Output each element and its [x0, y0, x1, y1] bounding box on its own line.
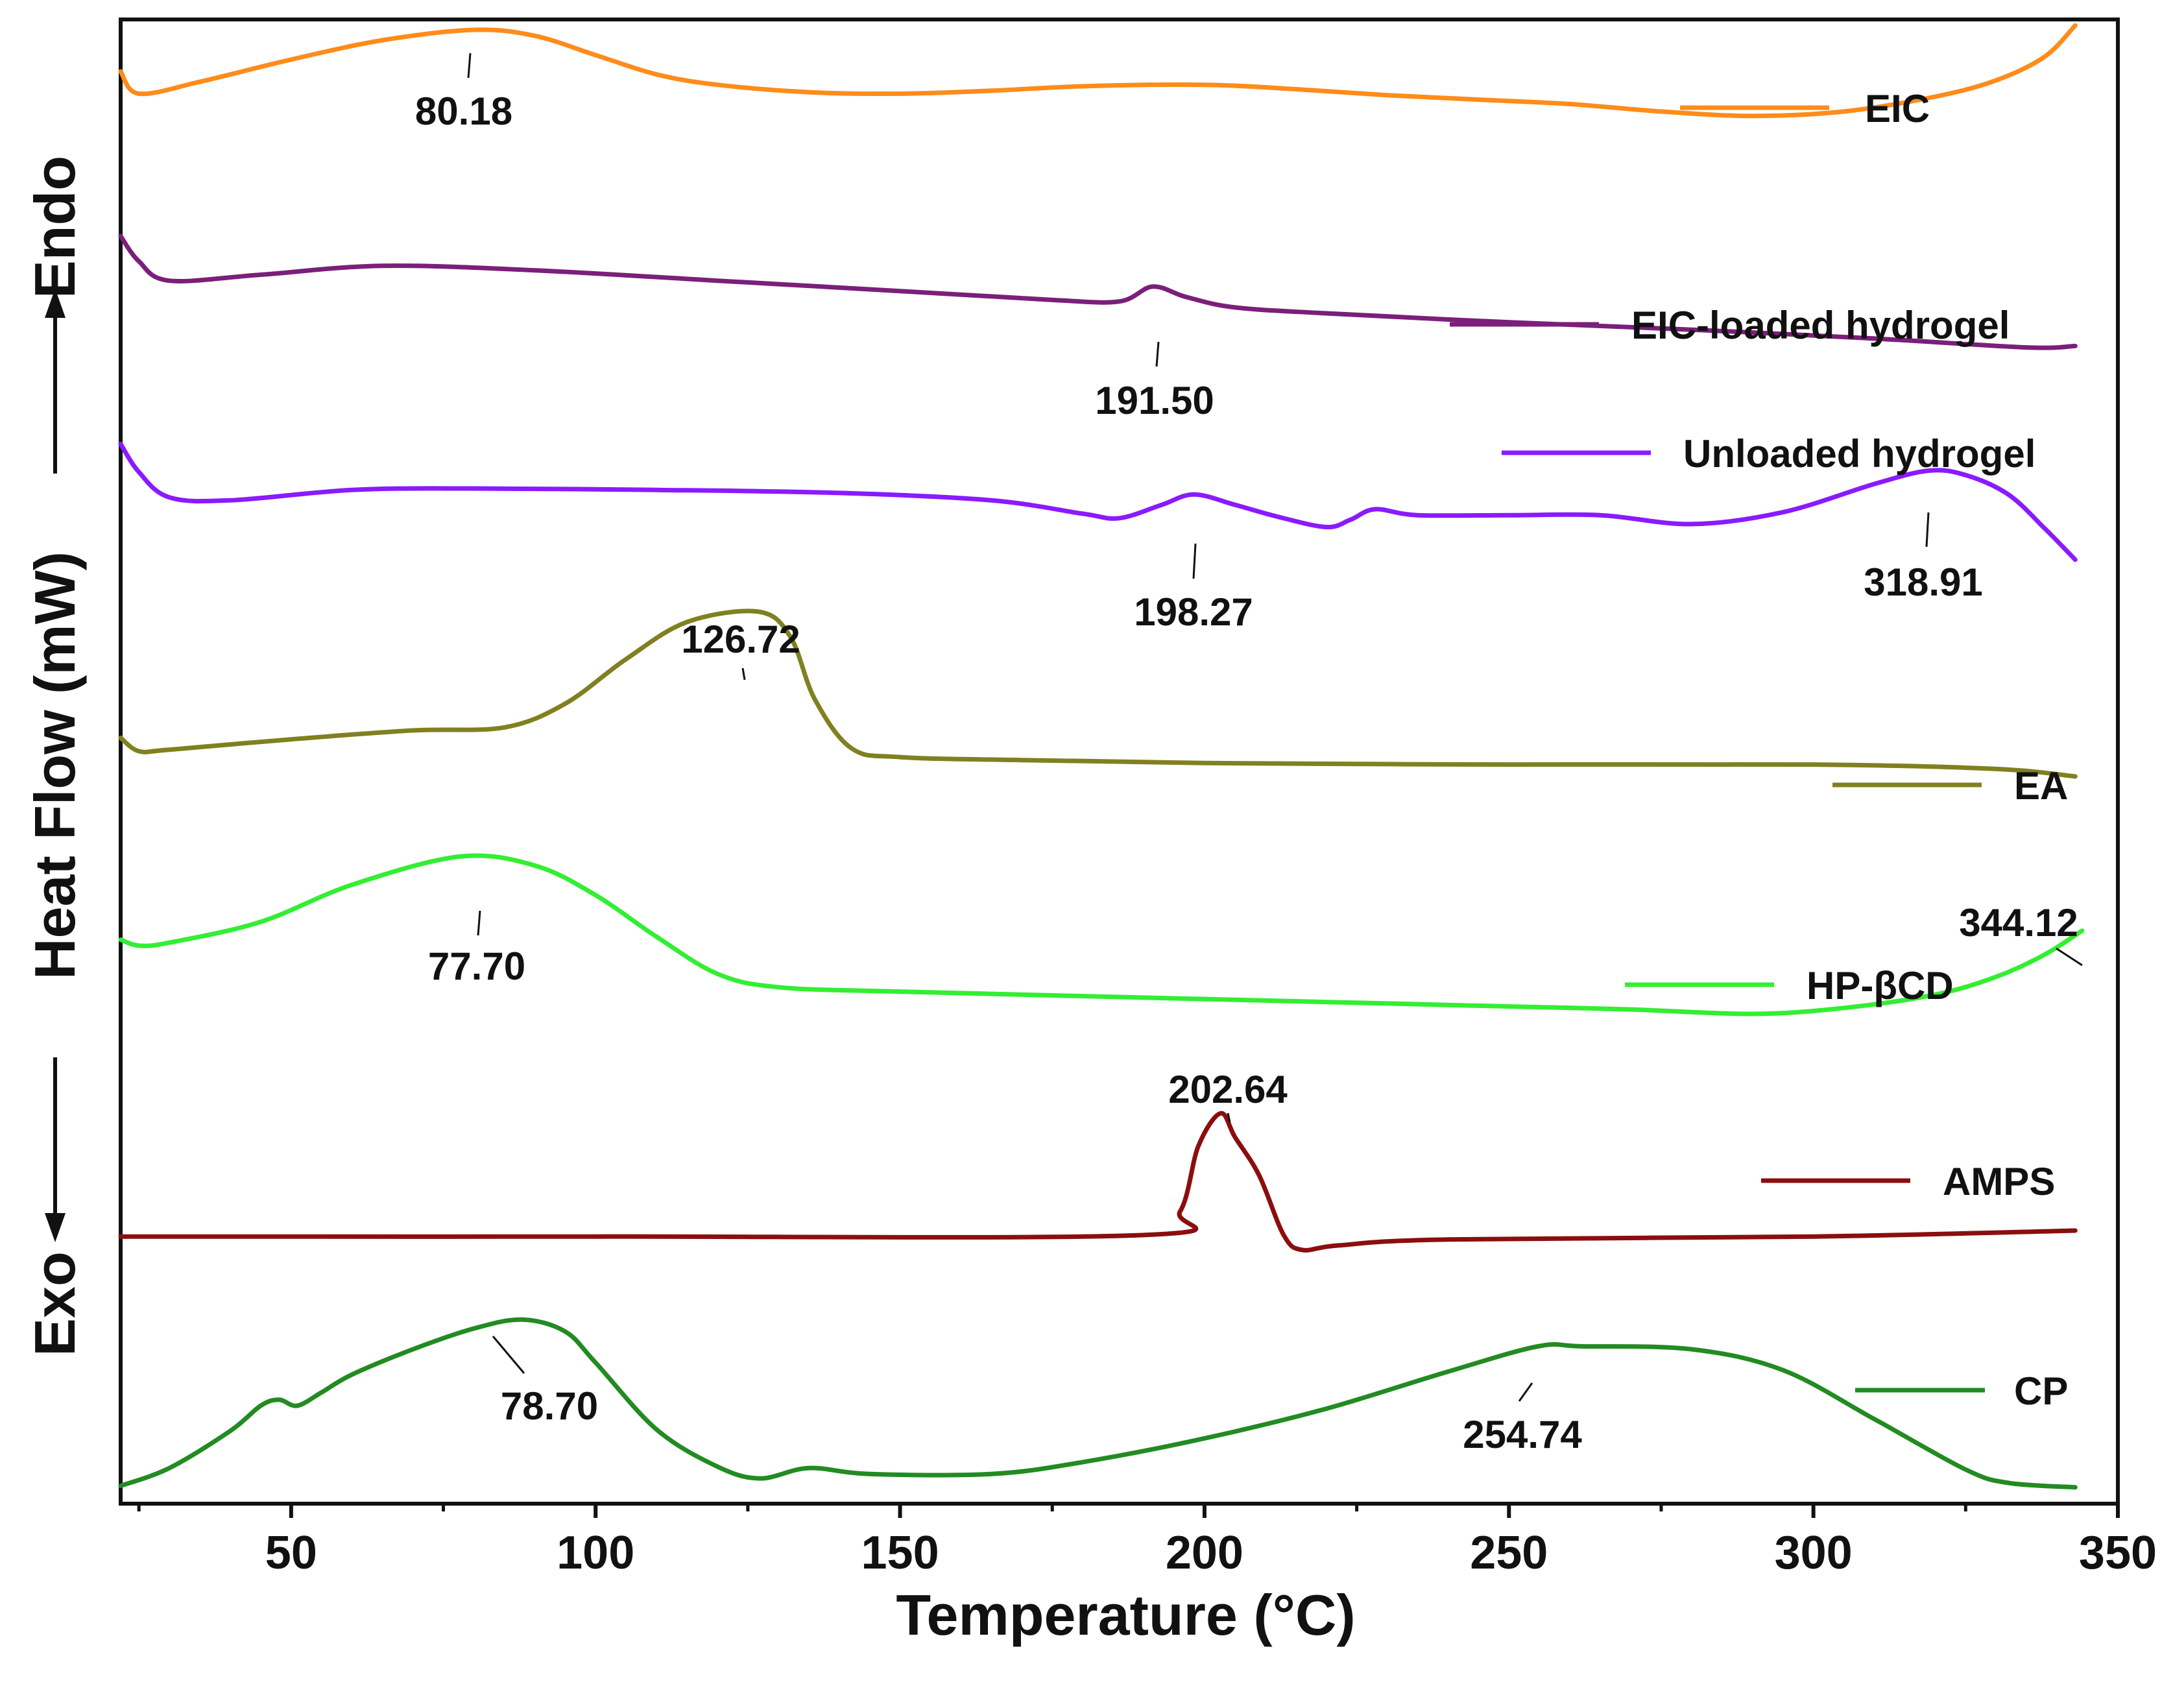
- x-tick-label: 150: [861, 1527, 939, 1579]
- peak-annotation-cp-9: 254.74: [1463, 1382, 1582, 1456]
- legend-item-hp-cd: HP-βCD: [1625, 964, 1954, 1007]
- endo-arrow-icon: [45, 289, 66, 318]
- x-tick-label: 250: [1470, 1527, 1548, 1579]
- exo-arrow-icon: [45, 1213, 66, 1242]
- peak-leader-line: [1192, 543, 1197, 579]
- peak-label: 126.72: [681, 618, 800, 661]
- peak-leader-line: [1155, 341, 1160, 367]
- legend-label: AMPS: [1943, 1160, 2055, 1203]
- legend-label: EIC: [1865, 87, 1930, 130]
- x-tick-label: 100: [557, 1527, 634, 1579]
- x-tick-label: 50: [265, 1527, 317, 1579]
- legend-label: Unloaded hydrogel: [1683, 432, 2035, 475]
- series-line-eic: [118, 23, 2078, 119]
- legend-item-cp: CP: [1855, 1369, 2068, 1413]
- peak-leader-line: [1227, 1113, 1231, 1123]
- x-axis: 50 100 150 200 250 300 350 Temperature (°C): [137, 1504, 2157, 1647]
- peak-label: 318.91: [1864, 560, 1983, 604]
- legend-item-eic: EIC: [1680, 87, 1930, 130]
- legend-label: CP: [2014, 1369, 2068, 1413]
- peak-annotation-eic-loaded-hydrogel-1: 191.50: [1095, 341, 1214, 422]
- legend-item-unloaded-hydrogel: Unloaded hydrogel: [1502, 432, 2035, 475]
- peak-label: 78.70: [501, 1384, 598, 1428]
- peak-label: 191.50: [1095, 379, 1214, 422]
- peak-leader-line: [492, 1336, 525, 1374]
- peak-label: 198.27: [1134, 590, 1253, 634]
- series-line-ea: [118, 608, 2078, 779]
- peak-label: 80.18: [415, 90, 512, 133]
- y-axis-title: Exo Heat Flow (mW) Endo: [23, 156, 87, 1356]
- peak-annotation-amps-7: 202.64: [1168, 1068, 1288, 1123]
- x-tick-label: 350: [2079, 1527, 2157, 1579]
- y-axis-title-group: Exo Heat Flow (mW) Endo: [23, 156, 87, 1356]
- legend-item-eic-loaded-hydrogel: EIC-loaded hydrogel: [1450, 304, 2010, 347]
- peak-annotation-cp-8: 78.70: [492, 1336, 598, 1428]
- peak-annotation-eic-0: 80.18: [415, 53, 512, 133]
- annotation-layer: 80.18 191.50 198.27 318.91 126.72 77.70 344.12…: [415, 53, 2083, 1456]
- legend-item-ea: EA: [1832, 764, 2068, 808]
- peak-leader-line: [2056, 947, 2083, 967]
- legend-label: EIC-loaded hydrogel: [1631, 304, 2010, 347]
- legend-item-amps: AMPS: [1761, 1160, 2055, 1203]
- legend-label: EA: [2014, 764, 2068, 808]
- x-tick-label: 200: [1166, 1527, 1243, 1579]
- peak-leader-line: [467, 53, 472, 78]
- series-line-amps: [118, 1111, 2078, 1253]
- peak-leader-line: [1518, 1382, 1533, 1402]
- peak-label: 344.12: [1959, 901, 2078, 944]
- x-tick-label: 300: [1775, 1527, 1853, 1579]
- legend-label: HP-βCD: [1807, 964, 1954, 1007]
- y-title-exo: Exo: [23, 1251, 87, 1356]
- peak-annotation-unloaded-hydrogel-3: 318.91: [1864, 512, 1983, 604]
- peak-label: 77.70: [428, 944, 525, 988]
- x-axis-title: Temperature (°C): [896, 1583, 1355, 1647]
- peak-annotation-unloaded-hydrogel-2: 198.27: [1134, 543, 1253, 634]
- peak-label: 254.74: [1463, 1413, 1582, 1456]
- series-line-unloaded-hydrogel: [118, 441, 2078, 562]
- peak-annotation-hp-cd-6: 344.12: [1959, 901, 2083, 967]
- series-layer: [118, 23, 2085, 1490]
- peak-leader-line: [741, 668, 746, 680]
- plot-frame: [119, 18, 2120, 1506]
- peak-label: 202.64: [1168, 1068, 1288, 1111]
- y-title-heat-flow: Heat Flow (mW): [23, 551, 87, 980]
- series-line-eic-loaded-hydrogel: [118, 234, 2078, 350]
- y-title-endo: Endo: [23, 156, 87, 298]
- series-line-hp-cd: [118, 853, 2085, 1016]
- legend: EIC EIC-loaded hydrogel Unloaded hydrogel E…: [1450, 87, 2068, 1413]
- series-line-cp: [118, 1317, 2078, 1490]
- peak-annotation-hp-cd-5: 77.70: [428, 910, 525, 988]
- peak-leader-line: [1925, 512, 1930, 547]
- peak-annotation-ea-4: 126.72: [681, 618, 800, 680]
- plot-border: [119, 18, 2120, 1506]
- peak-leader-line: [477, 910, 481, 936]
